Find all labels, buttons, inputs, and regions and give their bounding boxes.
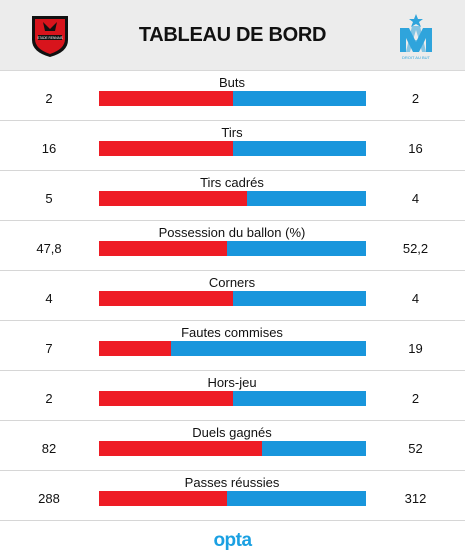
away-value: 4 [411,191,420,206]
rennes-crest-text: STADE RENNAIS [37,36,62,40]
stat-label: Buts [218,75,245,90]
comparison-bar [99,191,366,206]
home-bar-fill [99,141,233,156]
rennes-crest-icon: STADE RENNAIS [32,16,68,57]
home-bar-fill [99,241,227,256]
away-value: 312 [404,491,427,506]
home-value: 2 [45,391,53,406]
comparison-bar [99,291,366,306]
comparison-bar [99,391,366,406]
home-value: 5 [45,191,53,206]
home-value: 82 [41,441,57,456]
comparison-bar [99,441,366,456]
stat-row: Possession du ballon (%) 47,8 52,2 [0,221,465,271]
comparison-bar [99,491,366,506]
stat-row: Passes réussies 288 312 [0,471,465,521]
stat-row: Tirs cadrés 5 4 [0,171,465,221]
home-bar-fill [99,191,248,206]
away-value: 52 [408,441,423,456]
away-value: 16 [408,141,423,156]
home-bar-fill [99,391,233,406]
marseille-crest-text: DROIT AU BUT [402,55,430,60]
home-bar-fill [99,441,263,456]
home-value: 47,8 [36,241,62,256]
marseille-crest-icon: DROIT AU BUT [400,14,432,60]
comparison-bar [99,141,366,156]
comparison-bar [99,341,366,356]
stat-label: Corners [208,275,256,290]
home-bar-fill [99,291,233,306]
stat-label: Possession du ballon (%) [158,225,306,240]
stat-label: Passes réussies [184,475,280,490]
away-value: 19 [408,341,423,356]
home-value: 4 [45,291,53,306]
stat-label: Tirs cadrés [200,175,264,190]
stat-label: Hors-jeu [207,375,257,390]
stats-list: Buts 2 2 Tirs 16 16 Tirs cadrés 5 4 Possession du… [0,71,465,521]
stat-row: Duels gagnés 82 52 [0,421,465,471]
away-value: 2 [411,91,420,106]
away-value: 4 [411,291,420,306]
stat-row: Tirs 16 16 [0,121,465,171]
stat-label: Fautes commises [181,325,283,340]
home-bar-fill [99,341,171,356]
away-value: 2 [411,391,420,406]
stat-row: Hors-jeu 2 2 [0,371,465,421]
home-value: 2 [45,91,53,106]
stat-label: Duels gagnés [192,425,272,440]
away-value: 52,2 [402,241,429,256]
stat-row: Fautes commises 7 19 [0,321,465,371]
home-value: 288 [38,491,60,506]
stat-row: Buts 2 2 [0,71,465,121]
stat-row: Corners 4 4 [0,271,465,321]
page-title: TABLEAU DE BORD [138,24,327,46]
comparison-bar [99,91,366,106]
dashboard-header: STADE RENNAIS TABLEAU DE BORD DROIT AU B… [0,0,465,71]
opta-logo: opta [213,530,252,551]
home-bar-fill [99,491,228,506]
stat-label: Tirs [221,125,243,140]
footer: opta [0,530,465,552]
home-value: 7 [45,341,53,356]
home-value: 16 [41,141,57,156]
comparison-bar [99,241,366,256]
home-bar-fill [99,91,233,106]
